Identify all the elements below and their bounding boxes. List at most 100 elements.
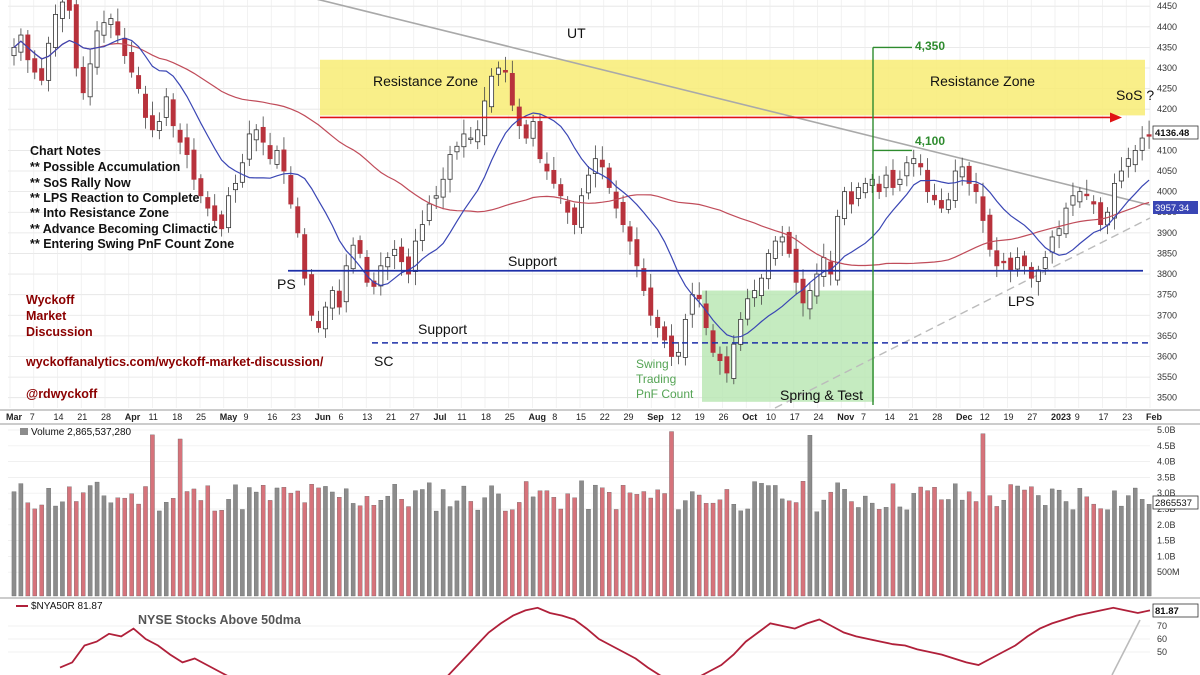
volume-bar: [288, 492, 294, 597]
volume-bar: [433, 510, 439, 597]
volume-bar: [731, 504, 737, 597]
volume-bar: [343, 488, 349, 597]
candle-body: [274, 150, 280, 165]
candle-body: [1022, 255, 1027, 267]
candle-body: [406, 256, 411, 275]
candle-body: [1049, 236, 1055, 253]
volume-bar: [122, 497, 127, 597]
volume-bar: [1077, 488, 1083, 597]
candle-body: [156, 121, 162, 131]
x-tick-label: 25: [505, 412, 515, 422]
x-tick-label: 16: [267, 412, 277, 422]
volume-bar: [648, 497, 653, 597]
candle-body: [309, 274, 315, 316]
candle-body: [911, 158, 917, 165]
candle-body: [502, 70, 508, 73]
volume-bar: [959, 499, 965, 597]
volume-bar: [627, 492, 633, 597]
brand-line-3: Discussion: [26, 325, 93, 339]
resistance-zone-left-label: Resistance Zone: [373, 73, 478, 89]
candle-body: [786, 231, 792, 254]
x-tick-label: Nov: [837, 412, 854, 422]
x-tick-label: 2023: [1051, 412, 1071, 422]
candle-body: [932, 194, 937, 201]
ma-value-tag: [1153, 201, 1198, 214]
candle-body: [101, 22, 107, 36]
volume-bar: [385, 495, 390, 597]
volume-bar: [378, 500, 384, 597]
ma-short-line: [13, 37, 1150, 338]
candle-body: [544, 163, 550, 172]
candle-body: [890, 169, 896, 188]
candle-body: [558, 184, 564, 197]
volume-bar: [74, 501, 79, 597]
candle-body: [959, 166, 965, 178]
price-y-tick-label: 3600: [1157, 351, 1177, 361]
volume-bar: [454, 500, 460, 597]
volume-bar: [641, 491, 647, 597]
note-line-6: ** Entering Swing PnF Count Zone: [30, 237, 234, 251]
x-tick-label: 21: [386, 412, 396, 422]
volume-y-tick-label: 1.5B: [1157, 536, 1176, 546]
x-tick-label: Sep: [647, 412, 664, 422]
volume-bar: [973, 501, 979, 597]
candle-body: [648, 287, 654, 316]
candle-body: [281, 149, 287, 172]
price-y-tick-label: 4000: [1157, 187, 1177, 197]
ut-label: UT: [567, 25, 586, 41]
price-y-tick-label: 4450: [1157, 1, 1177, 11]
volume-bar: [593, 484, 598, 597]
volume-bar: [260, 485, 266, 597]
volume-bar: [461, 485, 467, 597]
price-y-tick-label: 3700: [1157, 310, 1177, 320]
candle-body: [129, 52, 135, 73]
volume-bar: [738, 510, 743, 597]
volume-bar: [572, 497, 577, 597]
volume-bar: [32, 508, 37, 597]
x-tick-label: Apr: [125, 412, 141, 422]
x-tick-label: 6: [339, 412, 344, 422]
candle-body: [814, 273, 820, 297]
candle-body: [772, 240, 778, 259]
volume-bar: [655, 489, 660, 597]
volume-bar: [1105, 509, 1110, 597]
volume-bar: [620, 485, 626, 597]
x-tick-label: 25: [196, 412, 206, 422]
x-tick-label: May: [220, 412, 238, 422]
candle-body: [516, 106, 522, 127]
x-tick-label: 7: [30, 412, 35, 422]
candle-body: [952, 170, 958, 201]
x-tick-label: Aug: [529, 412, 547, 422]
notes-title: Chart Notes: [30, 144, 101, 158]
candle-body: [842, 191, 848, 219]
x-tick-label: 21: [77, 412, 87, 422]
note-line-3: ** LPS Reaction to Complete: [30, 191, 200, 205]
breadth-last-tag: [1152, 603, 1199, 618]
candle-body: [18, 34, 24, 53]
volume-bar: [800, 481, 806, 597]
volume-bar: [946, 499, 951, 597]
volume-bar: [337, 497, 342, 597]
volume-bar: [1049, 488, 1055, 597]
candle-body: [357, 240, 363, 254]
volume-bar: [427, 482, 432, 597]
x-tick-label: Feb: [1146, 412, 1163, 422]
candle-body: [855, 187, 861, 199]
uptrend-line: [774, 217, 1151, 409]
candle-body: [399, 246, 405, 263]
candle-body: [1028, 266, 1034, 279]
volume-y-tick-label: 4.5B: [1157, 441, 1176, 451]
volume-bar: [807, 435, 813, 597]
moving-averages: [13, 37, 1150, 338]
x-tick-label: Jun: [315, 412, 331, 422]
candle-body: [592, 158, 598, 174]
ps-label: PS: [277, 276, 296, 292]
x-tick-label: 11: [457, 412, 466, 422]
volume-bar: [856, 507, 861, 597]
candle-body: [897, 178, 903, 185]
x-tick-label: 9: [1075, 412, 1080, 422]
candle-body: [343, 265, 349, 303]
volume-bar: [821, 499, 827, 597]
x-tick-label: 19: [695, 412, 705, 422]
pnf-count-zone: [702, 290, 874, 402]
